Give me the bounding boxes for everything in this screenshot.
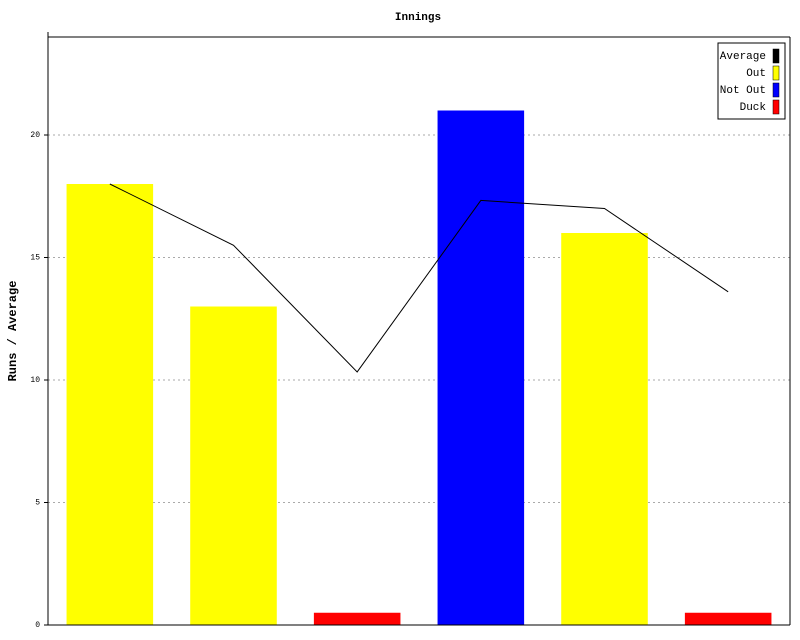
bar [561, 233, 648, 625]
y-tick-label: 5 [35, 499, 40, 508]
bar [437, 110, 525, 625]
y-tick-label: 20 [30, 131, 40, 140]
bar [313, 612, 401, 625]
legend-swatch [772, 99, 780, 115]
legend-label: Not Out [720, 85, 766, 97]
chart-title: Innings [395, 12, 441, 24]
y-tick-label: 10 [30, 376, 40, 385]
bar [190, 306, 277, 625]
average-line [109, 183, 729, 373]
legend-swatch [772, 82, 780, 98]
legend-label: Average [720, 51, 766, 63]
legend-label: Duck [740, 102, 767, 114]
bar [66, 184, 154, 625]
y-axis-label: Runs / Average [6, 281, 20, 382]
legend-label: Out [746, 68, 766, 80]
y-tick-label: 15 [30, 254, 40, 263]
bar [684, 612, 772, 625]
y-tick-label: 0 [35, 621, 40, 630]
legend-swatch [772, 48, 780, 64]
legend-swatch [772, 65, 780, 81]
